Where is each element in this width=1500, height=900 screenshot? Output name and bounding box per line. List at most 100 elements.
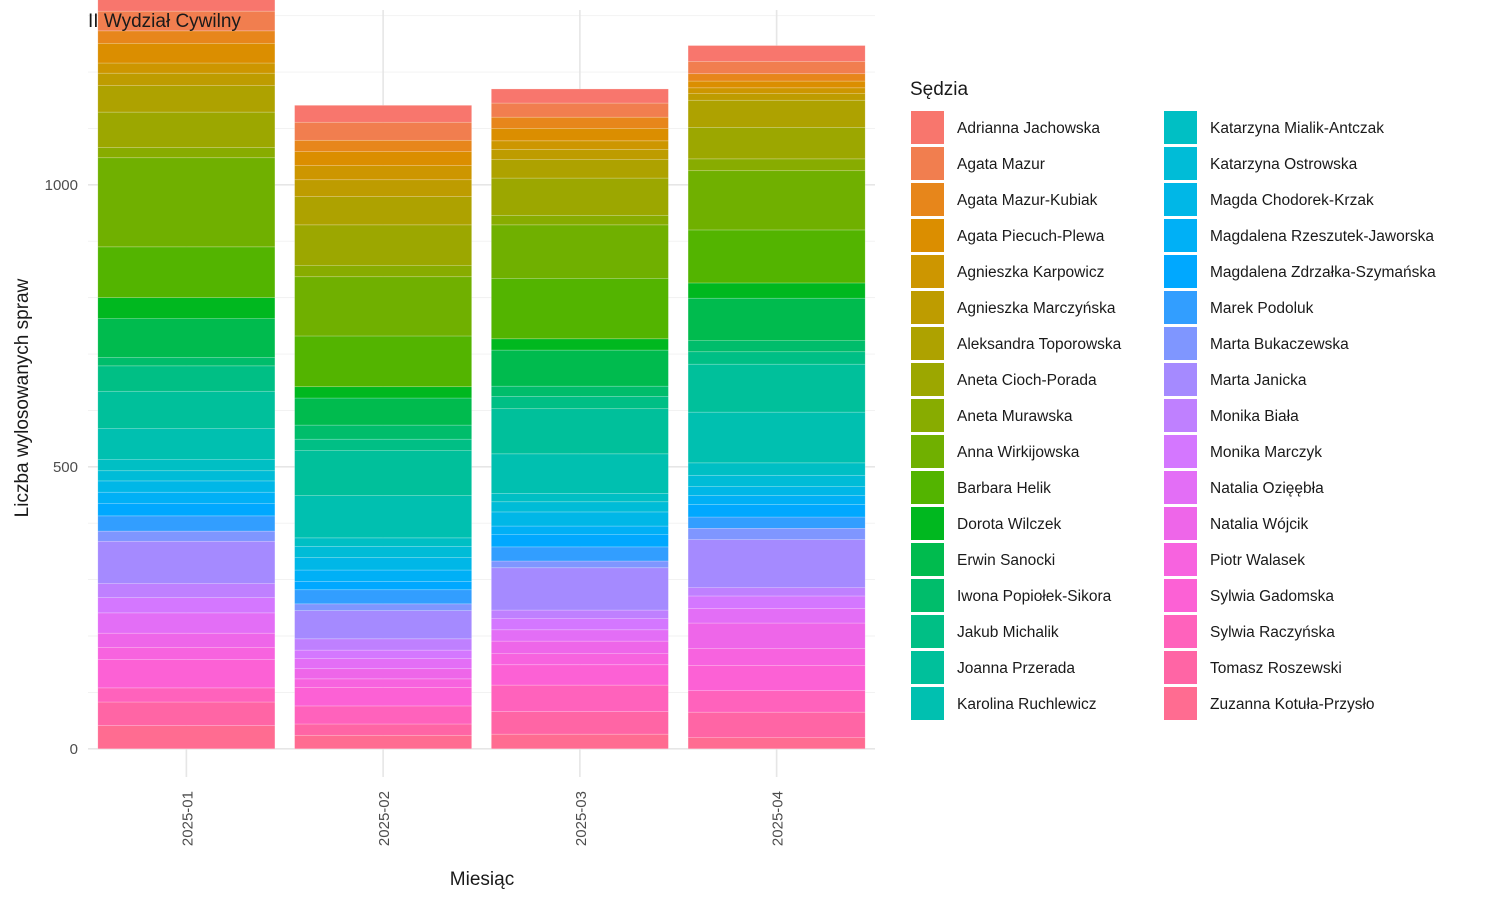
bar-segment bbox=[491, 159, 669, 179]
bar-segment bbox=[491, 525, 669, 535]
legend-item: Joanna Przerada bbox=[911, 651, 1075, 684]
legend-key bbox=[1164, 615, 1197, 648]
bar-segment bbox=[687, 648, 866, 666]
legend-key bbox=[1164, 579, 1197, 612]
legend-item: Marta Bukaczewska bbox=[1164, 327, 1349, 360]
legend-label: Marek Podoluk bbox=[1210, 300, 1314, 317]
bar-segment bbox=[491, 493, 669, 503]
bar-segment bbox=[97, 540, 276, 584]
legend-label: Karolina Ruchlewicz bbox=[957, 696, 1097, 713]
bar-segment bbox=[491, 511, 669, 527]
legend-key bbox=[1164, 363, 1197, 396]
bar-segment bbox=[687, 527, 866, 540]
bar-segment bbox=[294, 705, 472, 725]
bar-segment bbox=[294, 603, 472, 611]
bar-segment bbox=[687, 711, 866, 738]
legend-item: Marek Podoluk bbox=[1164, 291, 1314, 324]
bar-segment bbox=[687, 87, 866, 94]
x-ticks: 2025-01 2025-02 2025-03 2025-04 bbox=[179, 791, 786, 846]
legend-key bbox=[1164, 651, 1197, 684]
legend-key bbox=[911, 291, 944, 324]
y-axis-title: Liczba wylosowanych spraw bbox=[12, 278, 33, 517]
legend-item: Agata Mazur-Kubiak bbox=[911, 183, 1098, 216]
legend-item: Zuzanna Kotuła-Przysło bbox=[1164, 687, 1375, 720]
legend-key bbox=[911, 255, 944, 288]
bar-segment bbox=[97, 72, 276, 86]
legend-item: Monika Biała bbox=[1164, 399, 1299, 432]
bar-segment bbox=[294, 734, 472, 750]
bar-segment bbox=[491, 711, 669, 735]
bar-segment bbox=[97, 646, 276, 660]
bar-segment bbox=[294, 495, 472, 539]
legend-label: Agnieszka Marczyńska bbox=[957, 300, 1116, 317]
legend-key bbox=[1164, 291, 1197, 324]
legend-item: Aneta Murawska bbox=[911, 399, 1073, 432]
legend-label: Dorota Wilczek bbox=[957, 516, 1061, 533]
y-tick-label: 500 bbox=[53, 459, 78, 476]
legend-label: Agata Mazur-Kubiak bbox=[957, 192, 1098, 209]
bar-segment bbox=[294, 581, 472, 591]
bar-segment bbox=[294, 638, 472, 651]
bar-segment bbox=[97, 491, 276, 504]
bar-segment bbox=[491, 653, 669, 666]
bar-segment bbox=[687, 587, 866, 597]
bar-segment bbox=[491, 214, 669, 226]
legend-item: Iwona Popiołek-Sikora bbox=[911, 579, 1112, 612]
bar-segment bbox=[97, 30, 276, 44]
legend-item: Agnieszka Karpowicz bbox=[911, 255, 1104, 288]
legend-item: Magda Chodorek-Krzak bbox=[1164, 183, 1374, 216]
bar-segment bbox=[491, 453, 669, 494]
bar-segment bbox=[687, 504, 866, 518]
legend-key bbox=[911, 651, 944, 684]
bar-segment bbox=[294, 386, 472, 399]
legend-item: Natalia Wójcik bbox=[1164, 507, 1308, 540]
legend-label: Anna Wirkijowska bbox=[957, 444, 1080, 461]
bar-segment bbox=[491, 102, 669, 118]
bar-segment bbox=[687, 608, 866, 624]
bar-segment bbox=[294, 438, 472, 451]
legend-key bbox=[1164, 183, 1197, 216]
legend-key bbox=[1164, 543, 1197, 576]
bar-segment bbox=[294, 546, 472, 558]
bar-segment bbox=[687, 297, 866, 341]
bar-segment bbox=[294, 658, 472, 670]
bar-segment bbox=[687, 539, 866, 588]
bar-segment bbox=[491, 408, 669, 455]
y-ticks: 0 500 1000 bbox=[45, 177, 78, 758]
legend-item: Anna Wirkijowska bbox=[911, 435, 1080, 468]
bar-segment bbox=[294, 105, 472, 123]
bar-segment bbox=[687, 474, 866, 487]
bar-segment bbox=[97, 10, 276, 32]
bar-segment bbox=[294, 424, 472, 440]
legend: Sędzia Adrianna Jachowska Agata Mazur Agat… bbox=[910, 79, 1436, 720]
legend-label: Joanna Przerada bbox=[957, 660, 1075, 677]
legend-label: Aneta Murawska bbox=[957, 408, 1073, 425]
bar-segment bbox=[491, 88, 669, 104]
y-tick-label: 0 bbox=[70, 741, 78, 758]
legend-key bbox=[1164, 219, 1197, 252]
legend-key bbox=[911, 615, 944, 648]
bar-segment bbox=[294, 569, 472, 582]
x-tick-label: 2025-04 bbox=[770, 791, 787, 846]
bar-segment bbox=[491, 338, 669, 351]
legend-item: Katarzyna Mialik-Antczak bbox=[1164, 111, 1384, 144]
legend-label: Zuzanna Kotuła-Przysło bbox=[1210, 696, 1375, 713]
legend-item: Karolina Ruchlewicz bbox=[911, 687, 1097, 720]
legend-item: Agata Mazur bbox=[911, 147, 1045, 180]
legend-item: Katarzyna Ostrowska bbox=[1164, 147, 1358, 180]
legend-label: Aneta Cioch-Porada bbox=[957, 372, 1097, 389]
bar-segment bbox=[294, 537, 472, 547]
legend-label: Aleksandra Toporowska bbox=[957, 336, 1122, 353]
legend-item: Sylwia Gadomska bbox=[1164, 579, 1334, 612]
bar-segment bbox=[491, 501, 669, 513]
legend-item: Aleksandra Toporowska bbox=[911, 327, 1122, 360]
legend-label: Piotr Walasek bbox=[1210, 552, 1305, 569]
bar-segment bbox=[97, 157, 276, 248]
bar-segment bbox=[97, 62, 276, 74]
bar-segment bbox=[687, 351, 866, 365]
bar-segment bbox=[687, 516, 866, 529]
legend-label: Katarzyna Mialik-Antczak bbox=[1210, 120, 1384, 137]
legend-key bbox=[911, 435, 944, 468]
bar-segment bbox=[294, 151, 472, 166]
bar-segment bbox=[97, 111, 276, 148]
